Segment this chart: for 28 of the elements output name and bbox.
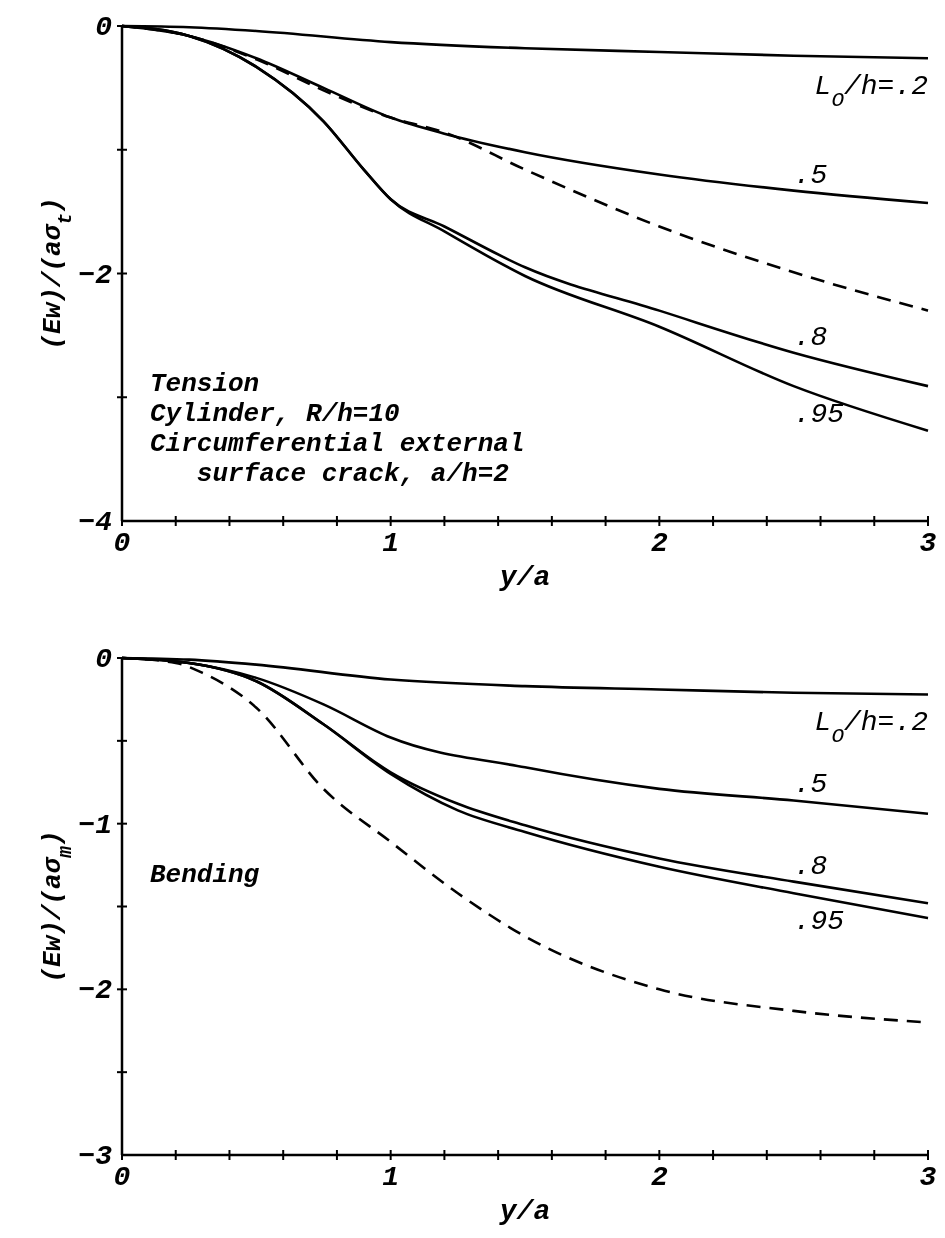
x-tick-label: 1 <box>382 1162 400 1193</box>
annotation: surface crack, a/h=2 <box>150 459 510 489</box>
series-label: L$_{O}$/h=.2 <box>814 707 928 748</box>
x-tick-label: 2 <box>650 1162 668 1193</box>
x-axis-title: y/a <box>498 1196 551 1227</box>
annotation: Cylinder, R/h=10 <box>150 399 400 429</box>
y-tick-label: −1 <box>78 809 112 841</box>
y-tick-label: 0 <box>95 12 112 43</box>
y-tick-label: 0 <box>95 644 112 675</box>
series-label: .95 <box>793 399 845 431</box>
series-label: .8 <box>793 850 828 882</box>
series-label: .5 <box>793 769 828 801</box>
x-tick-label: 3 <box>919 1162 937 1193</box>
x-axis-title: y/a <box>498 562 551 593</box>
series-label: .95 <box>793 906 845 938</box>
series-label: .8 <box>793 321 828 353</box>
x-tick-label: 1 <box>382 528 400 559</box>
annotation: Tension <box>150 369 260 399</box>
y-tick-label: −3 <box>78 1141 113 1172</box>
y-tick-label: −2 <box>78 259 113 291</box>
series-label: L$_{O}$/h=.2 <box>814 71 928 112</box>
annotation: Circumferential external <box>150 429 525 459</box>
x-tick-label: 2 <box>650 528 668 559</box>
x-tick-label: 3 <box>919 528 937 559</box>
y-tick-label: −2 <box>78 975 113 1007</box>
y-tick-label: −4 <box>78 507 112 538</box>
annotation: Bending <box>150 859 260 890</box>
series-label: .5 <box>793 159 828 191</box>
